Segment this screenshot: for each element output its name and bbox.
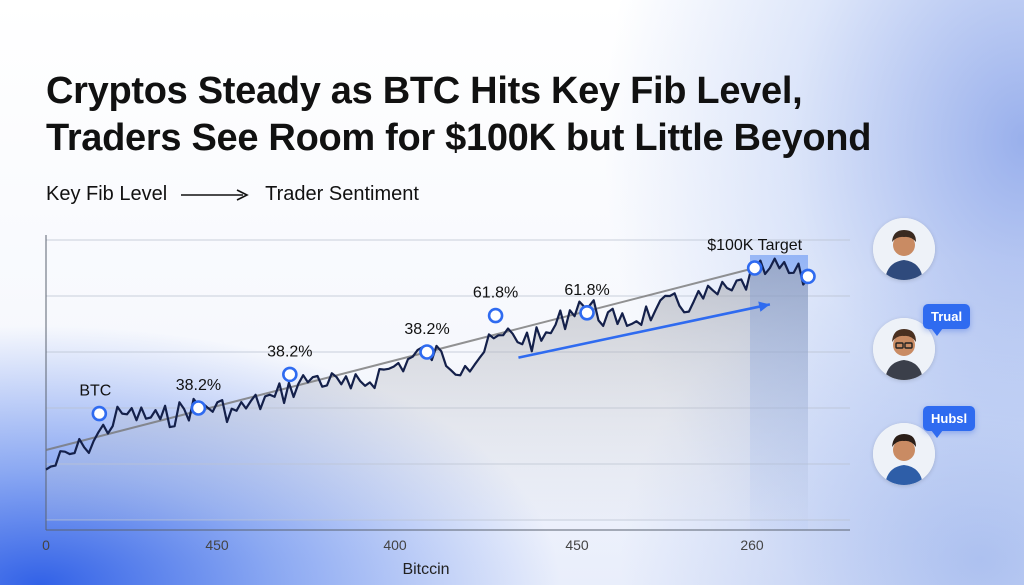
marker-label: BTC <box>79 383 111 400</box>
marker-label: 38.2% <box>176 377 221 394</box>
x-tick-label: 0 <box>42 537 50 553</box>
breakout-arrow-line <box>518 303 771 359</box>
fib-trend-line <box>45 267 755 451</box>
headline-line-2: Traders See Room for $100K but Little Be… <box>46 117 872 159</box>
flow-caption: Key Fib Level Trader Sentiment <box>46 183 419 206</box>
marker-label: 61.8% <box>564 282 609 299</box>
x-tick-label: 260 <box>740 537 764 553</box>
marker-label: $100K Target <box>707 237 802 254</box>
fib-marker[interactable] <box>190 400 207 416</box>
x-tick-label: 450 <box>565 537 589 553</box>
headline-line-1: Cryptos Steady as BTC Hits Key Fib Level… <box>46 70 803 112</box>
right-arrow-icon <box>181 188 249 201</box>
x-tick-label: 450 <box>205 537 229 553</box>
flow-from: Key Fib Level <box>46 183 168 205</box>
fib-marker[interactable] <box>419 344 435 360</box>
flow-to: Trader Sentiment <box>265 183 419 205</box>
headline: Cryptos Steady as BTC Hits Key Fib Level… <box>46 68 871 162</box>
person-icon <box>873 423 935 485</box>
chat-bubble-1[interactable]: Trual <box>923 304 971 336</box>
price-area <box>46 258 808 520</box>
fib-marker[interactable] <box>487 307 504 324</box>
marker-label: 38.2% <box>404 321 449 338</box>
arrow-head-icon <box>758 301 770 312</box>
fib-marker[interactable] <box>91 405 108 422</box>
fib-marker[interactable] <box>579 304 595 321</box>
x-axis-label: Bitccin <box>402 561 449 578</box>
x-tick-label: 400 <box>383 537 407 553</box>
fib-marker[interactable] <box>800 268 816 285</box>
trader-avatar-3[interactable] <box>873 423 935 485</box>
person-icon <box>873 218 935 280</box>
marker-label: 61.8% <box>473 285 518 302</box>
marker-label: 38.2% <box>267 343 312 360</box>
fib-marker[interactable] <box>746 260 763 276</box>
fib-marker[interactable] <box>282 366 298 383</box>
trader-avatar-1[interactable] <box>873 218 935 280</box>
chat-bubble-2[interactable]: Hubsl <box>923 406 976 438</box>
